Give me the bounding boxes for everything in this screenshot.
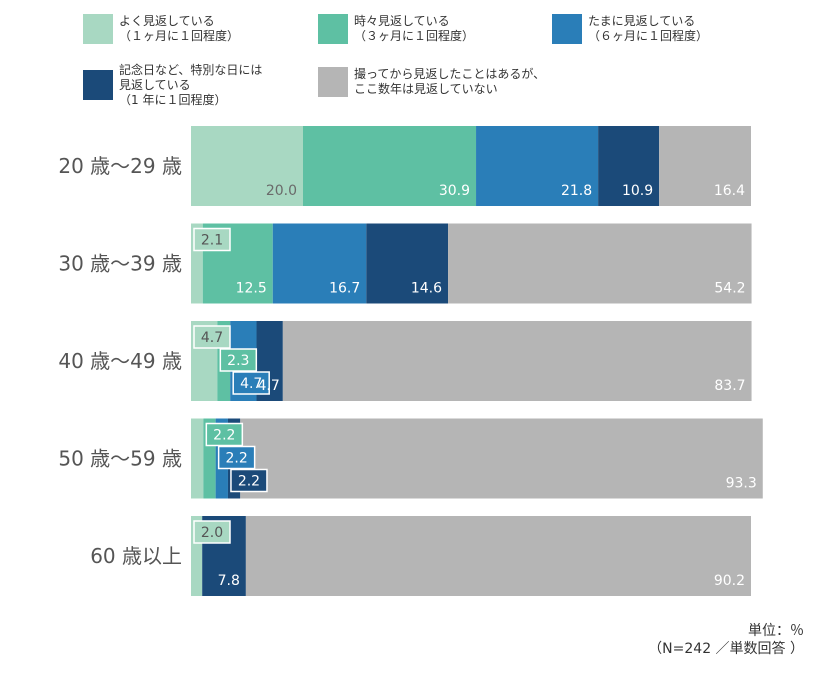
- data-label: 30.9: [439, 183, 470, 199]
- category-label: 40 歳～49 歳: [58, 349, 182, 373]
- bar-segment: [598, 126, 660, 206]
- bar-segment: [272, 223, 367, 304]
- data-label-box: [217, 445, 256, 470]
- legend-swatch: [552, 14, 582, 44]
- data-label: 14.6: [411, 281, 442, 297]
- unit-label: 単位：％: [748, 623, 804, 639]
- data-label: 4.7: [201, 330, 223, 346]
- data-label: 90.2: [714, 573, 745, 589]
- data-label: 12.5: [236, 281, 267, 297]
- legend-swatch: [83, 70, 113, 100]
- legend-item-quarterly: 時々見返している （３ヶ月に１回程度）: [318, 14, 474, 44]
- data-label: 2.2: [238, 474, 260, 490]
- data-label: 54.2: [714, 281, 745, 297]
- legend-label: 撮ってから見返したことはあるが、 ここ数年は見返していない: [354, 67, 546, 96]
- legend-item-yearly: 記念日など、特別な日には 見返している （1 年に１回程度）: [83, 63, 262, 108]
- legend-item-monthly: よく見返している （１ヶ月に１回程度）: [83, 14, 239, 44]
- bar-segment: [240, 418, 763, 499]
- bar-segment: [191, 126, 303, 206]
- bar-segment: [282, 321, 752, 401]
- bar-segment: [366, 223, 449, 304]
- legend-label: よく見返している （１ヶ月に１回程度）: [119, 14, 240, 43]
- data-label: 4.7: [258, 378, 280, 394]
- category-label: 50 歳～59 歳: [58, 447, 182, 471]
- legend-swatch: [318, 14, 348, 44]
- category-label: 60 歳以上: [90, 544, 182, 568]
- data-label: 21.8: [561, 183, 592, 199]
- unit-note: 単位：％ （N=242 ／単数回答 ）: [648, 622, 804, 658]
- data-label-box: [230, 468, 268, 493]
- data-label: 2.1: [201, 233, 223, 249]
- data-label: 16.4: [714, 183, 745, 199]
- data-label: 2.0: [201, 525, 223, 541]
- data-label: 2.3: [227, 353, 249, 369]
- data-label-box: [219, 348, 258, 372]
- bar-segment: [245, 516, 751, 596]
- sample-note: （N=242 ／単数回答 ）: [648, 641, 804, 657]
- data-label: 83.7: [714, 378, 745, 394]
- data-label: 2.2: [213, 428, 235, 444]
- legend-label: 時々見返している （３ヶ月に１回程度）: [354, 14, 475, 43]
- data-label: 4.7: [240, 376, 262, 392]
- bar-segment: [448, 223, 752, 304]
- legend-label: 記念日など、特別な日には 見返している （1 年に１回程度）: [119, 63, 263, 107]
- category-label: 30 歳～39 歳: [58, 252, 182, 276]
- data-label: 20.0: [266, 183, 297, 199]
- data-label-box: [232, 371, 270, 395]
- bar-segment: [659, 126, 751, 206]
- data-label-box: [193, 227, 231, 252]
- data-label: 2.2: [226, 451, 248, 467]
- bar-segment: [191, 418, 204, 499]
- legend-item-half-yearly: たまに見返している （６ヶ月に１回程度）: [552, 14, 708, 44]
- bar-segment: [191, 516, 203, 596]
- category-label: 20 歳～29 歳: [58, 154, 182, 178]
- data-label: 10.9: [622, 183, 653, 199]
- data-label: 16.7: [329, 281, 360, 297]
- legend-item-not-recent: 撮ってから見返したことはあるが、 ここ数年は見返していない: [318, 67, 545, 97]
- data-label: 93.3: [726, 476, 757, 492]
- bar-segment: [191, 223, 203, 304]
- data-label-box: [193, 325, 231, 349]
- legend-label: たまに見返している （６ヶ月に１回程度）: [588, 14, 709, 43]
- bar-segment: [476, 126, 599, 206]
- legend-swatch: [83, 14, 113, 44]
- data-label-box: [193, 520, 231, 544]
- legend-swatch: [318, 67, 348, 97]
- bar-segment: [303, 126, 477, 206]
- data-label-box: [205, 422, 244, 447]
- data-label: 7.8: [218, 573, 240, 589]
